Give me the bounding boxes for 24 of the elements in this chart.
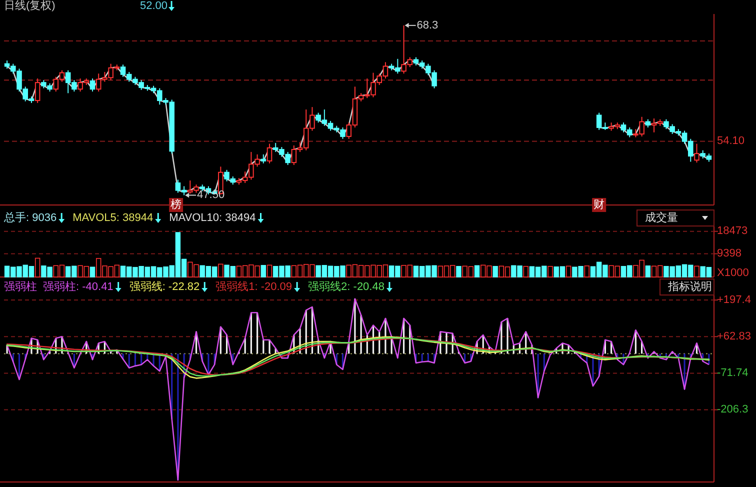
annotation: 成交量 [645, 210, 678, 224]
y-tick-label: -206.3 [717, 404, 748, 416]
y-tick-label: 18473 [717, 225, 748, 238]
y-axis-title: X1000 [717, 266, 749, 279]
annotation: 47.50 [197, 189, 225, 202]
annotation: 强弱柱: -40.41 [43, 280, 114, 293]
y-tick-label: +62.83 [717, 330, 751, 343]
y-tick-label: -71.74 [717, 367, 748, 380]
annotation: MAVOL5: 38944 [72, 212, 154, 224]
annotation: 68.3 [416, 19, 438, 32]
y-tick-label: +197.4 [717, 294, 751, 306]
ref-line-label: 54.10 [717, 135, 745, 148]
annotation: 榜 [170, 198, 182, 211]
annotation: 财 [594, 198, 605, 211]
text: 强弱线2: -20.48 [308, 280, 384, 293]
y-tick-label: 9398 [717, 248, 742, 260]
chart-title: 日线(复权) [4, 0, 56, 12]
annotation: MAVOL10: 38494 [169, 212, 256, 224]
annotation: 指标说明 [667, 280, 712, 293]
text: 52.00 [140, 0, 168, 12]
text: 强弱线: -22.82 [129, 280, 200, 293]
annotation: 总手: 9036 [3, 210, 57, 224]
chart-title: 强弱柱 [4, 280, 37, 293]
text: 强弱线1: -20.09 [216, 280, 292, 293]
